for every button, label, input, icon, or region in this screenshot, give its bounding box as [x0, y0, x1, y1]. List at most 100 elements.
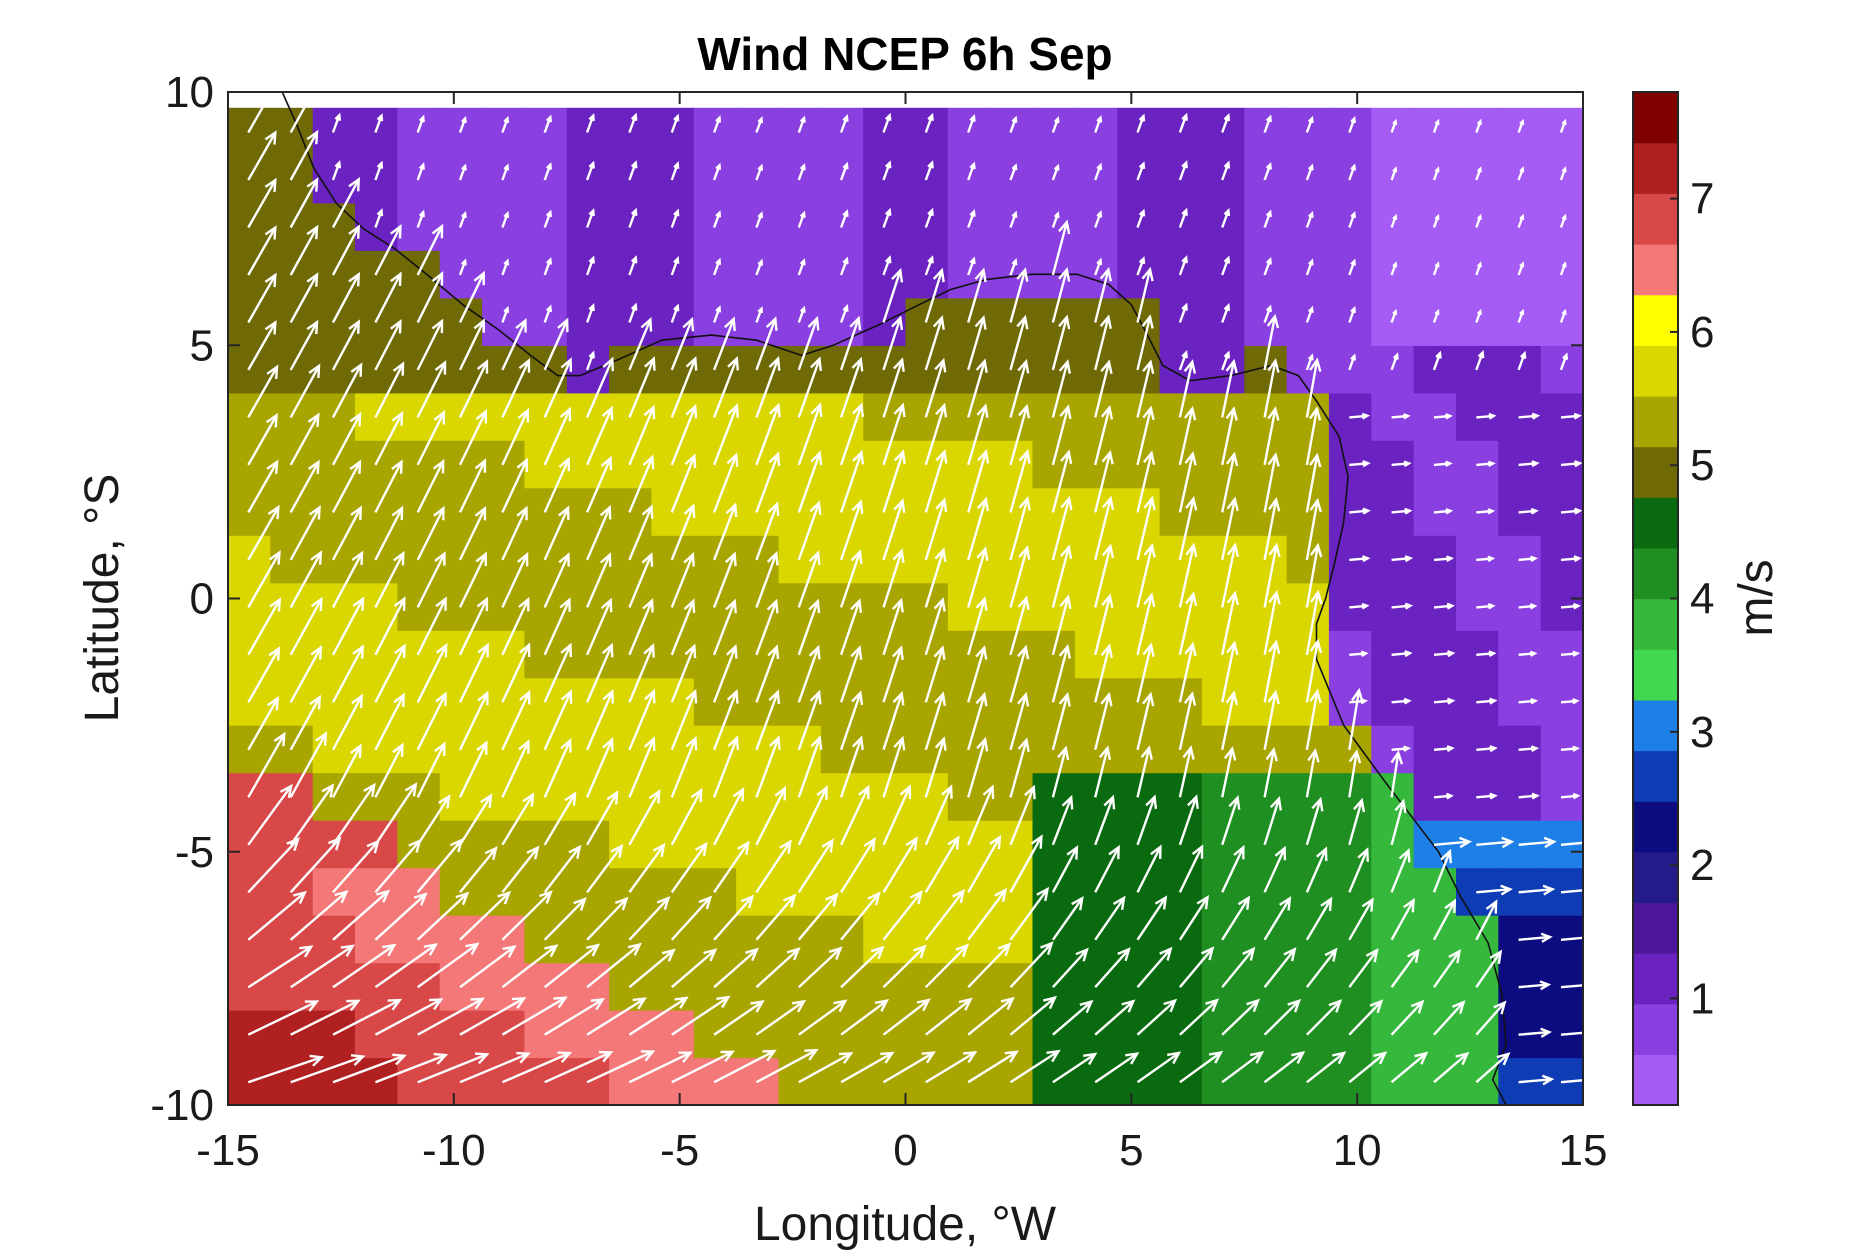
- wind-arrow: [924, 691, 946, 751]
- wind-arrow: [798, 1052, 854, 1084]
- wind-arrow: [1391, 460, 1412, 468]
- wind-arrow: [416, 505, 445, 561]
- wind-arrow: [1136, 794, 1158, 846]
- wind-arrow: [1051, 845, 1079, 893]
- wind-arrow: [1263, 795, 1282, 846]
- wind-arrow: [840, 784, 870, 846]
- wind-arrow: [1221, 690, 1239, 751]
- wind-arrow: [1009, 163, 1018, 181]
- wind-arrow: [670, 453, 697, 513]
- wind-arrow: [1179, 1050, 1224, 1084]
- wind-arrow: [1305, 357, 1322, 418]
- wind-arrow: [1263, 406, 1280, 466]
- wind-arrow: [585, 455, 613, 513]
- wind-arrow: [1136, 161, 1146, 181]
- wind-arrow: [416, 223, 444, 276]
- wind-arrow: [839, 161, 849, 181]
- wind-arrow: [1178, 641, 1197, 703]
- colorbar-segment: [1633, 446, 1678, 498]
- wind-arrow: [967, 887, 1008, 941]
- wind-arrow: [1094, 257, 1103, 276]
- wind-arrow: [839, 549, 863, 608]
- wind-arrow: [1349, 602, 1370, 610]
- wind-arrow: [628, 504, 654, 561]
- wind-arrow: [1433, 460, 1453, 468]
- wind-arrow: [585, 302, 595, 323]
- x-axis-ticks: -15 -10 -5 0 5 10 15: [196, 92, 1607, 1175]
- wind-arrow: [1221, 160, 1231, 181]
- wind-arrow: [501, 505, 528, 561]
- wind-arrow: [1178, 844, 1204, 893]
- wind-arrow: [1052, 1052, 1098, 1084]
- wind-arrow: [797, 210, 806, 228]
- wind-arrow: [458, 690, 489, 751]
- wind-arrow: [417, 997, 486, 1036]
- wind-arrow: [1263, 209, 1272, 228]
- wind-arrow: [924, 497, 948, 561]
- wind-arrow: [1349, 460, 1371, 468]
- wind-arrow: [755, 211, 764, 228]
- wind-arrow: [458, 551, 487, 608]
- wind-arrow: [1051, 692, 1071, 751]
- wind-arrow: [1263, 304, 1272, 323]
- wind-arrow: [1433, 836, 1473, 849]
- wind-arrow: [925, 997, 973, 1036]
- wind-arrow: [1051, 594, 1072, 656]
- wind-arrow: [501, 890, 553, 941]
- wind-arrow: [331, 319, 361, 371]
- wind-arrow: [1094, 691, 1113, 751]
- wind-arrow: [1305, 210, 1314, 228]
- x-tick-label: -15: [196, 1126, 260, 1175]
- wind-arrow: [1476, 697, 1498, 705]
- wind-arrow: [543, 844, 582, 894]
- wind-arrow: [670, 303, 680, 323]
- wind-arrow: [1094, 794, 1116, 846]
- wind-arrow: [1390, 308, 1398, 323]
- wind-arrow: [585, 504, 612, 561]
- wind-arrow: [1094, 1052, 1140, 1084]
- wind-arrow: [585, 552, 612, 608]
- wind-arrow: [1390, 1051, 1429, 1084]
- wind-arrow: [374, 692, 405, 751]
- wind-arrow: [797, 785, 828, 846]
- wind-arrow: [374, 160, 384, 181]
- wind-arrow: [1517, 166, 1525, 181]
- wind-arrow: [967, 645, 988, 703]
- wind-arrow: [1349, 412, 1371, 420]
- wind-arrow: [712, 115, 722, 133]
- wind-arrow: [1518, 932, 1553, 943]
- wind-arrow: [1221, 640, 1239, 703]
- wind-arrow: [1009, 258, 1018, 276]
- wind-arrow: [755, 785, 787, 846]
- wind-arrow: [1136, 998, 1178, 1036]
- wind-arrow: [1391, 697, 1412, 705]
- wind-arrow: [1390, 166, 1398, 181]
- wind-arrow: [1391, 650, 1413, 658]
- colorbar-tick-label: 6: [1690, 308, 1714, 357]
- wind-arrow: [1559, 118, 1567, 133]
- wind-arrow: [1348, 948, 1379, 988]
- wind-arrow: [1305, 688, 1322, 751]
- wind-arrow: [882, 597, 904, 656]
- wind-arrow: [544, 1050, 614, 1084]
- wind-arrow: [1136, 359, 1155, 418]
- wind-arrow: [1305, 796, 1324, 846]
- wind-arrow: [1391, 602, 1414, 610]
- colorbar-segment: [1633, 598, 1678, 650]
- wind-arrow: [1305, 305, 1314, 323]
- wind-arrow: [416, 114, 425, 133]
- wind-arrow: [967, 448, 990, 513]
- wind-arrow: [289, 272, 319, 324]
- wind-arrow: [247, 1000, 320, 1036]
- wind-arrow: [882, 357, 905, 418]
- wind-arrow: [247, 413, 278, 466]
- wind-arrow: [1221, 207, 1231, 228]
- wind-arrow: [1094, 643, 1113, 703]
- wind-arrow: [967, 209, 976, 228]
- wind-arrow: [543, 505, 570, 561]
- wind-arrow: [289, 550, 323, 608]
- wind-arrow: [1518, 507, 1539, 515]
- wind-arrow: [458, 270, 485, 324]
- wind-arrow: [628, 598, 654, 656]
- wind-arrow: [1305, 846, 1328, 893]
